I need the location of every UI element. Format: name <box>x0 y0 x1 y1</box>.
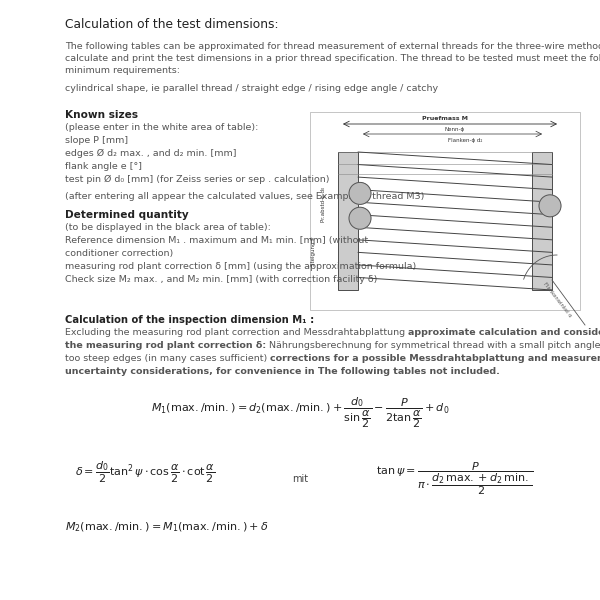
Text: conditioner correction): conditioner correction) <box>65 249 173 258</box>
Text: Determined quantity: Determined quantity <box>65 210 189 220</box>
Text: (after entering all appear the calculated values, see Example of thread M3): (after entering all appear the calculate… <box>65 192 424 201</box>
Text: edges Ø d₂ max. , and d₂ min. [mm]: edges Ø d₂ max. , and d₂ min. [mm] <box>65 149 236 158</box>
Text: mit: mit <box>292 474 308 484</box>
Text: flank angle e [°]: flank angle e [°] <box>65 162 142 171</box>
Text: Pr.abstd-ϕ d₀: Pr.abstd-ϕ d₀ <box>322 187 326 222</box>
Text: Flanken-ϕ d₂: Flanken-ϕ d₂ <box>448 138 482 143</box>
Text: approximate calculation and consideration of: approximate calculation and consideratio… <box>408 328 600 337</box>
Circle shape <box>349 182 371 205</box>
Bar <box>310 112 580 310</box>
Text: the measuring rod plant correction δ:: the measuring rod plant correction δ: <box>65 341 269 350</box>
Text: minimum requirements:: minimum requirements: <box>65 66 180 75</box>
Text: $\delta = \dfrac{d_0}{2}\tan^2\psi \cdot \cos\dfrac{\alpha}{2} \cdot \cot\dfrac{: $\delta = \dfrac{d_0}{2}\tan^2\psi \cdot… <box>75 460 215 485</box>
Text: Steigung P: Steigung P <box>311 236 316 266</box>
Text: too steep edges (in many cases sufficient): too steep edges (in many cases sufficien… <box>65 354 270 363</box>
Text: $\tan\psi = \dfrac{P}{\pi \cdot \dfrac{d_2\,\mathrm{max.} + d_2\,\mathrm{min.}}{: $\tan\psi = \dfrac{P}{\pi \cdot \dfrac{d… <box>376 460 534 497</box>
Circle shape <box>539 195 561 217</box>
Circle shape <box>349 207 371 229</box>
Bar <box>338 152 358 290</box>
Text: The following tables can be approximated for thread measurement of external thre: The following tables can be approximated… <box>65 42 600 51</box>
Bar <box>532 152 552 290</box>
Text: cylindrical shape, ie parallel thread / straight edge / rising edge angle / catc: cylindrical shape, ie parallel thread / … <box>65 84 438 93</box>
Text: test pin Ø d₀ [mm] (for Zeiss series or sep . calculation): test pin Ø d₀ [mm] (for Zeiss series or … <box>65 175 329 184</box>
Text: Pruefmass M: Pruefmass M <box>422 116 468 121</box>
Text: Calculation of the inspection dimension M₁ :: Calculation of the inspection dimension … <box>65 315 314 325</box>
Text: Flankenwinkel α: Flankenwinkel α <box>542 281 572 318</box>
Text: (please enter in the white area of table):: (please enter in the white area of table… <box>65 123 259 132</box>
Text: Check size M₂ max. , and M₂ min. [mm] (with correction facility δ): Check size M₂ max. , and M₂ min. [mm] (w… <box>65 275 377 284</box>
Text: $M_2(\mathrm{max./min.}) = M_1(\mathrm{max./min.}) + \delta$: $M_2(\mathrm{max./min.}) = M_1(\mathrm{m… <box>65 520 268 533</box>
Text: Nährungsberechnung for symmetrical thread with a small pitch angle and not: Nährungsberechnung for symmetrical threa… <box>269 341 600 350</box>
Text: (to be displayed in the black area of table):: (to be displayed in the black area of ta… <box>65 223 271 232</box>
Text: Excluding the measuring rod plant correction and Messdrahtabplattung: Excluding the measuring rod plant correc… <box>65 328 408 337</box>
Text: $M_1(\mathrm{max./min.}) = d_2(\mathrm{max./min.}) + \dfrac{d_0}{\sin\dfrac{\alp: $M_1(\mathrm{max./min.}) = d_2(\mathrm{m… <box>151 395 449 430</box>
Text: measuring rod plant correction δ [mm] (using the approximation formula): measuring rod plant correction δ [mm] (u… <box>65 262 416 271</box>
Text: uncertainty considerations, for convenience in The following tables not included: uncertainty considerations, for convenie… <box>65 367 500 376</box>
Text: Reference dimension M₁ . maximum and M₁ min. [mm] (without: Reference dimension M₁ . maximum and M₁ … <box>65 236 368 245</box>
Text: corrections for a possible Messdrahtabplattung and measurement: corrections for a possible Messdrahtabpl… <box>270 354 600 363</box>
Text: Known sizes: Known sizes <box>65 110 138 120</box>
Text: slope P [mm]: slope P [mm] <box>65 136 128 145</box>
Text: Nenn-ϕ: Nenn-ϕ <box>445 127 465 132</box>
Text: Calculation of the test dimensions:: Calculation of the test dimensions: <box>65 18 278 31</box>
Text: calculate and print the test dimensions in a prior thread specification. The thr: calculate and print the test dimensions … <box>65 54 600 63</box>
